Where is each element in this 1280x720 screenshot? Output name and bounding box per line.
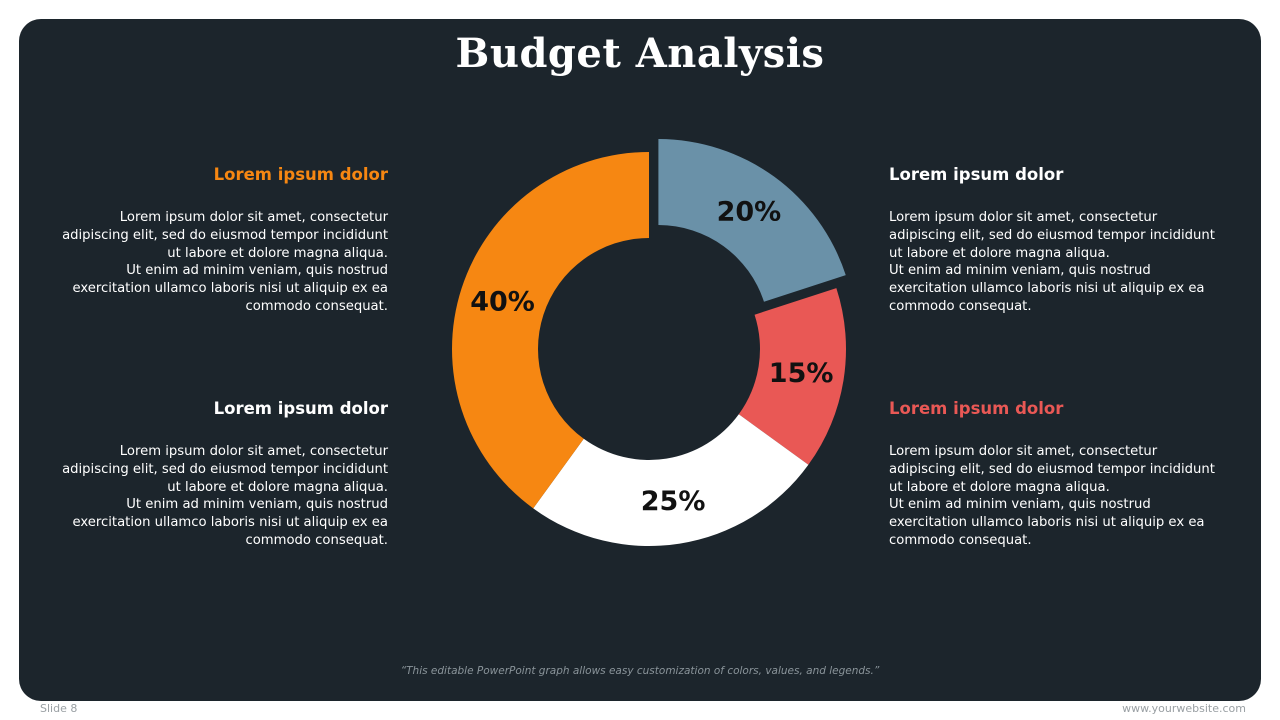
footnote: “This editable PowerPoint graph allows e…: [400, 665, 880, 677]
block-heading: Lorem ipsum dolor: [213, 165, 388, 184]
slide-panel: [19, 19, 1261, 701]
block-body: Lorem ipsum dolor sit amet, consectetur …: [889, 444, 1215, 495]
block-body: Lorem ipsum dolor sit amet, consectetur …: [62, 210, 388, 261]
donut-slice-20: [658, 139, 846, 302]
website-link[interactable]: www.yourwebsite.com: [1122, 702, 1246, 715]
slice-label: 20%: [717, 196, 782, 227]
block-heading: Lorem ipsum dolor: [213, 399, 388, 418]
slice-label: 15%: [769, 358, 834, 389]
text-block-bottom-right: Lorem ipsum dolor Lorem ipsum dolor sit …: [889, 399, 1219, 550]
block-body-2: Ut enim ad minim veniam, quis nostrud ex…: [72, 497, 388, 548]
block-body-2: Ut enim ad minim veniam, quis nostrud ex…: [72, 263, 388, 314]
block-body: Lorem ipsum dolor sit amet, consectetur …: [62, 444, 388, 495]
slide-number: Slide 8: [40, 702, 78, 715]
donut-slice-40: [452, 152, 649, 509]
block-heading: Lorem ipsum dolor: [889, 165, 1064, 184]
text-block-top-right: Lorem ipsum dolor Lorem ipsum dolor sit …: [889, 165, 1219, 316]
text-block-top-left: Lorem ipsum dolor Lorem ipsum dolor sit …: [58, 165, 388, 316]
slice-label: 25%: [641, 486, 706, 517]
donut-slice-25: [533, 414, 809, 546]
text-block-bottom-left: Lorem ipsum dolor Lorem ipsum dolor sit …: [58, 399, 388, 550]
slice-label: 40%: [470, 286, 535, 317]
block-body-2: Ut enim ad minim veniam, quis nostrud ex…: [889, 497, 1205, 548]
block-heading: Lorem ipsum dolor: [889, 399, 1064, 418]
block-body: Lorem ipsum dolor sit amet, consectetur …: [889, 210, 1215, 261]
block-body-2: Ut enim ad minim veniam, quis nostrud ex…: [889, 263, 1205, 314]
slide-title: Budget Analysis: [455, 30, 825, 77]
donut-slice-15: [738, 288, 846, 465]
